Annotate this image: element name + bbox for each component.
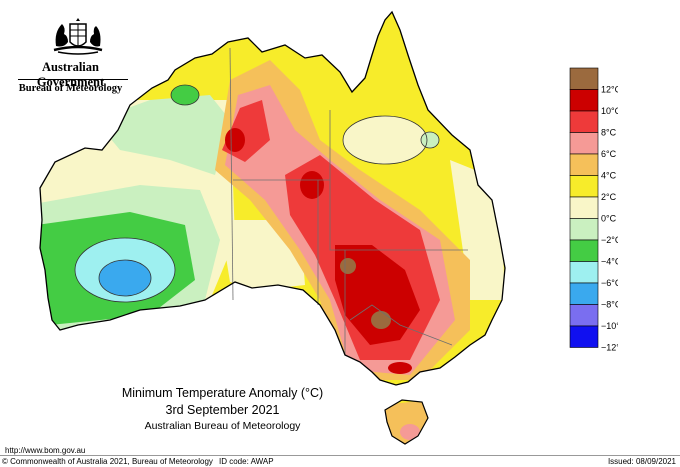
contour-lines	[74, 84, 440, 303]
legend-label: 0°C	[601, 214, 617, 224]
legend-label: 12°C	[601, 85, 618, 95]
legend-swatch	[569, 89, 599, 112]
legend-swatch	[569, 153, 599, 176]
legend-swatch	[569, 325, 599, 348]
id-code: ID code: AWAP	[219, 457, 274, 466]
map-title: Minimum Temperature Anomaly (°C)	[121, 386, 324, 400]
bom-link[interactable]: http://www.bom.gov.au	[5, 446, 86, 455]
legend-label: −6°C	[601, 278, 618, 288]
legend-label: 10°C	[601, 106, 618, 116]
legend-swatch	[569, 304, 599, 327]
legend-swatch	[569, 110, 599, 133]
temperature-anomaly-map	[39, 11, 506, 445]
tasmania-outline	[384, 399, 429, 445]
legend-swatch	[569, 261, 599, 284]
footer-divider	[0, 455, 680, 456]
legend-swatch	[569, 67, 599, 90]
map-title-block: Minimum Temperature Anomaly (°C) 3rd Sep…	[100, 385, 345, 434]
government-name: Australian Government	[36, 60, 105, 89]
legend-label: −10°C	[601, 321, 618, 331]
coat-of-arms-icon	[53, 18, 103, 55]
map-source: Australian Bureau of Meteorology	[144, 420, 301, 432]
legend-swatch	[569, 196, 599, 219]
legend-label: 6°C	[601, 149, 617, 159]
map-date: 3rd September 2021	[165, 403, 280, 417]
state-borders	[229, 47, 468, 355]
legend-label: 2°C	[601, 192, 617, 202]
copyright-text: © Commonwealth of Australia 2021, Bureau…	[2, 457, 213, 466]
legend-swatch	[569, 282, 599, 305]
legend-label: 4°C	[601, 171, 617, 181]
bureau-name: Bureau of Meteorology	[18, 83, 123, 94]
issued-date: Issued: 08/09/2021	[607, 457, 676, 466]
legend-swatch	[569, 239, 599, 262]
legend-swatch	[569, 175, 599, 198]
legend-swatch	[569, 218, 599, 241]
legend-swatch	[569, 132, 599, 155]
legend-label: 8°C	[601, 128, 617, 138]
color-legend: 12°C 10°C 8°C 6°C 4°C 2°C 0°C −2°C −4°C −6°C −8°C −…	[569, 67, 618, 353]
legend-label: −4°C	[601, 257, 618, 267]
legend-label: −12°C	[601, 343, 618, 353]
government-logo: Australian Government Bureau of Meteorol…	[8, 8, 133, 98]
logo-divider	[18, 79, 128, 80]
legend-label: −8°C	[601, 300, 618, 310]
legend-label: −2°C	[601, 235, 618, 245]
